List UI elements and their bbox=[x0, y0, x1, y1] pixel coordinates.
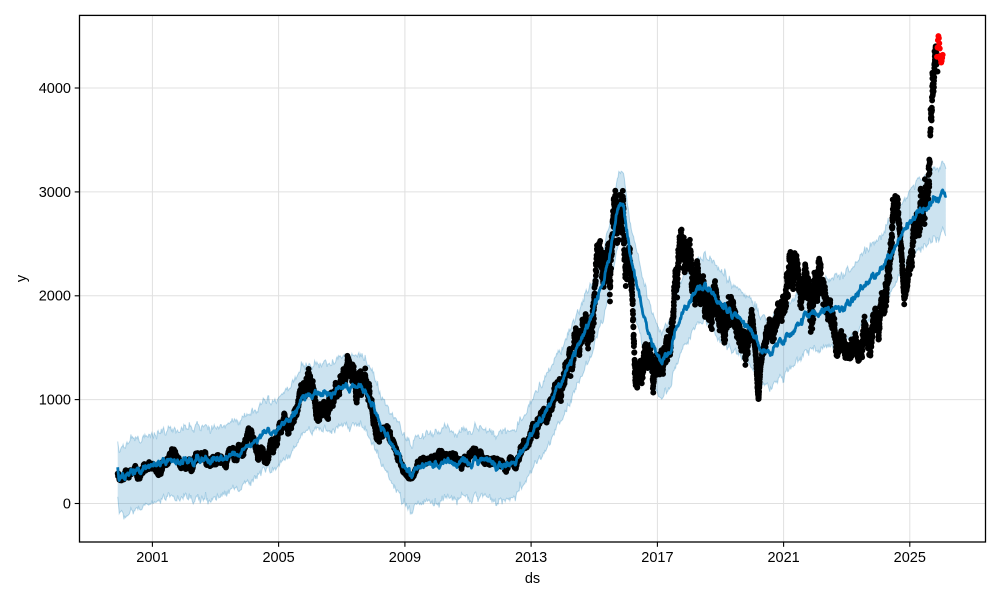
svg-text:4000: 4000 bbox=[39, 81, 71, 97]
svg-text:2001: 2001 bbox=[136, 550, 168, 566]
svg-text:2013: 2013 bbox=[515, 550, 547, 566]
svg-text:0: 0 bbox=[63, 496, 71, 512]
svg-text:1000: 1000 bbox=[39, 393, 71, 409]
svg-text:ds: ds bbox=[525, 571, 540, 587]
svg-text:2021: 2021 bbox=[767, 550, 799, 566]
svg-text:2025: 2025 bbox=[894, 550, 926, 566]
svg-text:3000: 3000 bbox=[39, 185, 71, 201]
svg-text:2017: 2017 bbox=[641, 550, 673, 566]
svg-text:2000: 2000 bbox=[39, 289, 71, 305]
svg-text:2009: 2009 bbox=[389, 550, 421, 566]
svg-text:2005: 2005 bbox=[262, 550, 294, 566]
svg-text:y: y bbox=[14, 274, 30, 282]
